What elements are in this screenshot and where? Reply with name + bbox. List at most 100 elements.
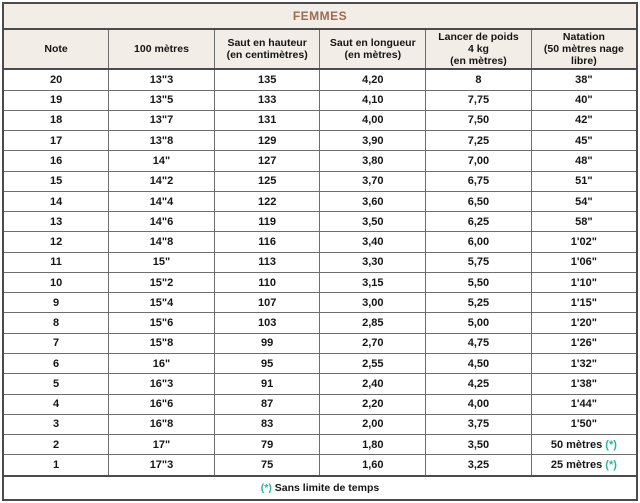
table-cell: 15"4 xyxy=(108,292,215,314)
table-row: 3 16"8 83 2,00 3,75 1'50" xyxy=(2,413,638,436)
table-cell: 15 xyxy=(2,170,110,192)
table-cell: 3,25 xyxy=(425,454,532,477)
table-cell: 116 xyxy=(213,231,321,253)
table-cell: 17" xyxy=(108,434,215,456)
table-cell: 5,25 xyxy=(425,292,532,314)
table-cell: 2,40 xyxy=(319,373,427,395)
table-cell: 3,00 xyxy=(319,292,427,314)
table-cell: 79 xyxy=(213,434,321,456)
table-cell: 2,85 xyxy=(319,312,427,334)
footnote: (*) Sans limite de temps xyxy=(2,475,638,501)
table-cell: 1'20" xyxy=(530,312,638,334)
table-row: 19 13"5 133 4,10 7,75 40" xyxy=(2,89,638,111)
table-cell: 5,00 xyxy=(425,312,532,334)
table-cell: 127 xyxy=(213,150,321,172)
table-cell: 129 xyxy=(213,130,321,152)
table-cell: 13"7 xyxy=(108,109,215,132)
table-cell: 3,30 xyxy=(319,251,427,273)
table-cell: 4,00 xyxy=(319,109,427,132)
table-cell: 2,00 xyxy=(319,413,427,436)
table-cell: 1'50" xyxy=(530,413,638,436)
table-cell: 1'06" xyxy=(530,251,638,273)
table-row: 7 15"8 99 2,70 4,75 1'26" xyxy=(2,332,638,355)
table-cell: 1'10" xyxy=(530,271,638,294)
table-row: 6 16" 95 2,55 4,50 1'32" xyxy=(2,352,638,375)
table-cell: 107 xyxy=(213,292,321,314)
table-cell: 25 mètres (*) xyxy=(530,454,638,477)
table-cell: 4,75 xyxy=(425,332,532,355)
table-cell: 7 xyxy=(2,332,110,355)
table-cell: 11 xyxy=(2,251,110,273)
table-cell: 1'32" xyxy=(530,352,638,375)
table-cell: 4,50 xyxy=(425,352,532,375)
table-cell: 83 xyxy=(213,413,321,436)
table-cell: 1'02" xyxy=(530,231,638,253)
table-cell: 48" xyxy=(530,150,638,172)
table-cell: 14"4 xyxy=(108,190,215,213)
table-cell: 3,75 xyxy=(425,413,532,436)
table-cell: 6,25 xyxy=(425,211,532,233)
table-row: 8 15"6 103 2,85 5,00 1'20" xyxy=(2,312,638,334)
no-time-limit-marker: (*) xyxy=(605,438,617,451)
table-row: 12 14"8 116 3,40 6,00 1'02" xyxy=(2,231,638,253)
column-header: Natation (50 mètres nage libre) xyxy=(530,28,638,70)
footnote-text: Sans limite de temps xyxy=(274,482,380,494)
table-cell: 40" xyxy=(530,89,638,111)
table-cell: 75 xyxy=(213,454,321,477)
table-cell: 7,25 xyxy=(425,130,532,152)
table-cell: 3,15 xyxy=(319,271,427,294)
table-title: FEMMES xyxy=(2,2,638,30)
table-cell: 2,55 xyxy=(319,352,427,375)
table-cell: 1'15" xyxy=(530,292,638,314)
table-cell: 1 xyxy=(2,454,110,477)
table-cell: 1,60 xyxy=(319,454,427,477)
table-cell: 54" xyxy=(530,190,638,213)
table-cell: 15" xyxy=(108,251,215,273)
table-cell: 5 xyxy=(2,373,110,395)
table-cell: 131 xyxy=(213,109,321,132)
table-cell: 15"2 xyxy=(108,271,215,294)
table-row: 17 13"8 129 3,90 7,25 45" xyxy=(2,130,638,152)
table-row: 13 14"6 119 3,50 6,25 58" xyxy=(2,211,638,233)
table-cell: 15"6 xyxy=(108,312,215,334)
table-cell: 1'26" xyxy=(530,332,638,355)
table-cell: 20 xyxy=(2,68,110,91)
table-row: 5 16"3 91 2,40 4,25 1'38" xyxy=(2,373,638,395)
table-cell: 7,00 xyxy=(425,150,532,172)
table-cell: 16"3 xyxy=(108,373,215,395)
table-cell: 99 xyxy=(213,332,321,355)
table-cell: 45" xyxy=(530,130,638,152)
table-cell: 95 xyxy=(213,352,321,375)
table-cell: 8 xyxy=(425,68,532,91)
table-cell: 2,70 xyxy=(319,332,427,355)
table-cell: 2,20 xyxy=(319,393,427,415)
table-cell: 4,25 xyxy=(425,373,532,395)
footnote-row: (*) Sans limite de temps xyxy=(2,475,638,501)
table-cell: 6,00 xyxy=(425,231,532,253)
table-cell: 13 xyxy=(2,211,110,233)
column-header: 100 mètres xyxy=(108,28,215,70)
table-cell: 87 xyxy=(213,393,321,415)
table-body: 20 13"3 135 4,20 8 38" 19 13"5 133 4,10 7,75 40" 18 1… xyxy=(2,68,638,477)
table-cell: 3 xyxy=(2,413,110,436)
table-title-row: FEMMES xyxy=(2,2,638,30)
table-cell: 17"3 xyxy=(108,454,215,477)
table-cell: 6 xyxy=(2,352,110,375)
table-cell: 13"8 xyxy=(108,130,215,152)
table-cell: 4,20 xyxy=(319,68,427,91)
table-cell: 103 xyxy=(213,312,321,334)
table-row: 2 17" 79 1,80 3,50 50 mètres (*) xyxy=(2,434,638,456)
table-cell: 16"6 xyxy=(108,393,215,415)
no-time-limit-marker: (*) xyxy=(605,459,617,472)
table-cell: 7,75 xyxy=(425,89,532,111)
column-header: Saut en hauteur (en centimètres) xyxy=(213,28,321,70)
table-cell: 58" xyxy=(530,211,638,233)
table-cell: 16"8 xyxy=(108,413,215,436)
table-cell: 15"8 xyxy=(108,332,215,355)
table-cell: 8 xyxy=(2,312,110,334)
table-row: 9 15"4 107 3,00 5,25 1'15" xyxy=(2,292,638,314)
table-cell: 3,90 xyxy=(319,130,427,152)
table-cell: 14 xyxy=(2,190,110,213)
table-cell: 113 xyxy=(213,251,321,273)
